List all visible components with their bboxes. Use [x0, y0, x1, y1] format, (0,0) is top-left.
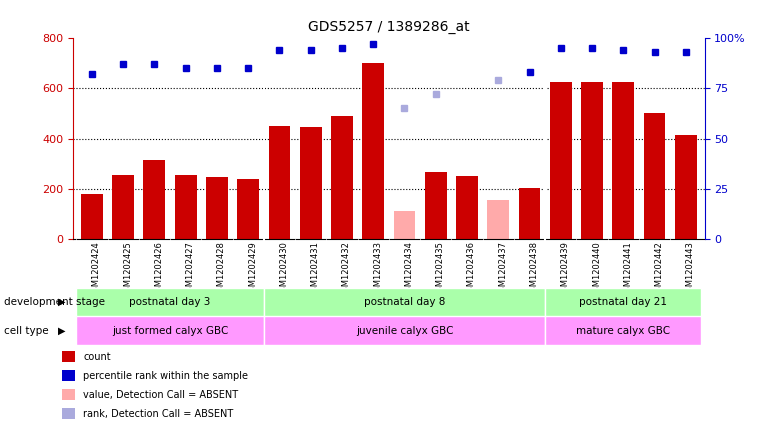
Bar	[675, 135, 697, 239]
Bar	[62, 389, 75, 400]
Bar	[612, 82, 634, 239]
Text: GSM1202437: GSM1202437	[498, 242, 507, 297]
Text: mature calyx GBC: mature calyx GBC	[576, 326, 671, 336]
Bar	[112, 175, 134, 239]
Bar	[264, 316, 545, 345]
Bar	[425, 173, 447, 239]
Text: GSM1202429: GSM1202429	[248, 242, 257, 297]
Bar	[545, 288, 701, 316]
Bar	[76, 288, 264, 316]
Bar	[362, 63, 384, 239]
Text: GSM1202425: GSM1202425	[123, 242, 132, 297]
Bar	[644, 113, 665, 239]
Text: GSM1202441: GSM1202441	[623, 242, 632, 297]
Text: just formed calyx GBC: just formed calyx GBC	[112, 326, 228, 336]
Text: GSM1202433: GSM1202433	[373, 242, 382, 297]
Text: postnatal day 8: postnatal day 8	[363, 297, 445, 307]
Text: GSM1202428: GSM1202428	[217, 242, 226, 297]
Bar	[76, 316, 264, 345]
Bar	[62, 351, 75, 363]
Bar	[62, 408, 75, 419]
Bar	[545, 316, 701, 345]
Bar	[581, 82, 603, 239]
Text: postnatal day 3: postnatal day 3	[129, 297, 211, 307]
Bar	[487, 200, 509, 239]
Text: GSM1202443: GSM1202443	[686, 242, 695, 297]
Text: GSM1202427: GSM1202427	[186, 242, 195, 297]
Text: development stage: development stage	[4, 297, 105, 307]
Text: cell type: cell type	[4, 326, 49, 336]
Bar	[269, 126, 290, 239]
Bar	[143, 160, 166, 239]
Text: juvenile calyx GBC: juvenile calyx GBC	[356, 326, 454, 336]
Text: GSM1202439: GSM1202439	[561, 242, 570, 297]
Text: GSM1202432: GSM1202432	[342, 242, 351, 297]
Bar	[456, 176, 478, 239]
Text: GSM1202442: GSM1202442	[654, 242, 664, 297]
Text: GSM1202434: GSM1202434	[404, 242, 413, 297]
Bar	[62, 370, 75, 382]
Bar	[331, 116, 353, 239]
Text: postnatal day 21: postnatal day 21	[579, 297, 668, 307]
Text: GSM1202424: GSM1202424	[92, 242, 101, 297]
Text: percentile rank within the sample: percentile rank within the sample	[83, 371, 248, 381]
Text: ▶: ▶	[58, 297, 65, 307]
Bar	[550, 82, 571, 239]
Text: GSM1202438: GSM1202438	[530, 242, 538, 297]
Text: count: count	[83, 352, 111, 362]
Bar	[81, 194, 103, 239]
Bar	[393, 212, 416, 239]
Text: GSM1202436: GSM1202436	[467, 242, 476, 297]
Text: ▶: ▶	[58, 326, 65, 336]
Text: GSM1202430: GSM1202430	[280, 242, 289, 297]
Bar	[237, 179, 259, 239]
Bar	[264, 288, 545, 316]
Bar	[206, 177, 228, 239]
Text: GSM1202440: GSM1202440	[592, 242, 601, 297]
Bar	[300, 127, 322, 239]
Text: value, Detection Call = ABSENT: value, Detection Call = ABSENT	[83, 390, 238, 400]
Bar	[175, 175, 196, 239]
Text: GSM1202435: GSM1202435	[436, 242, 445, 297]
Title: GDS5257 / 1389286_at: GDS5257 / 1389286_at	[308, 20, 470, 34]
Text: GSM1202431: GSM1202431	[311, 242, 320, 297]
Bar	[518, 187, 541, 239]
Text: rank, Detection Call = ABSENT: rank, Detection Call = ABSENT	[83, 409, 233, 418]
Text: GSM1202426: GSM1202426	[155, 242, 163, 297]
